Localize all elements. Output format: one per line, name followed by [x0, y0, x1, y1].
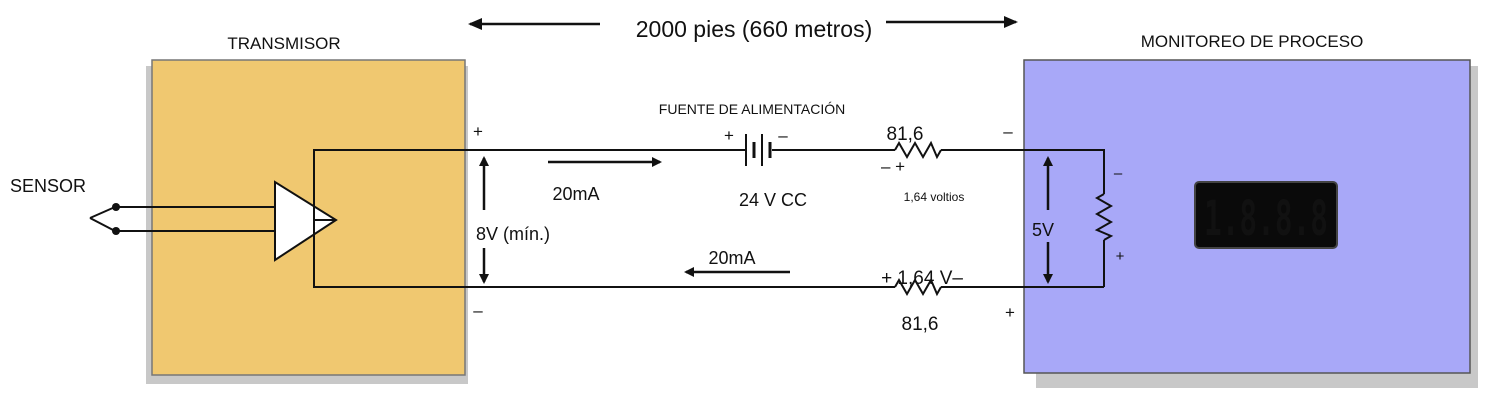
load-minus-label: –: [1114, 165, 1123, 182]
transmitter-voltage-indicator: 8V (mín.) + –: [473, 122, 550, 320]
transmitter-plus-label: +: [473, 122, 483, 141]
monitor-title: MONITOREO DE PROCESO: [1141, 32, 1364, 51]
amplifier-symbol: [274, 180, 338, 262]
sensor-label: SENSOR: [10, 176, 86, 196]
power-supply-plus: +: [724, 126, 734, 145]
top-resistor: 81,6 – + 1,64 voltios: [881, 124, 964, 204]
distance-label: 2000 pies (660 metros): [636, 16, 873, 42]
load-plus-label: +: [1116, 248, 1125, 265]
display-bezel: [1194, 181, 1338, 249]
power-supply-voltage: 24 V CC: [739, 190, 807, 210]
bottom-resistor-value: 81,6: [902, 314, 939, 335]
power-supply-title: FUENTE DE ALIMENTACIÓN: [659, 101, 845, 117]
top-resistor-value: 81,6: [887, 124, 924, 145]
bottom-resistor-drop: + 1,64 V–: [881, 268, 963, 289]
wire-top-right: [941, 149, 1105, 194]
monitor-voltage-label: 5V: [1032, 220, 1054, 240]
loop-wiring: [313, 149, 1105, 288]
sensor: SENSOR: [10, 176, 275, 235]
wire-bottom-left: [313, 220, 895, 288]
current-top-label: 20mA: [552, 184, 599, 204]
digital-display: 1.8.8.8: [1194, 181, 1338, 249]
bottom-resistor-symbol: [894, 277, 942, 297]
distance-indicator: 2000 pies (660 metros): [468, 16, 1018, 42]
load-resistor-symbol: [1094, 193, 1114, 241]
monitor-voltage-indicator: 5V – +: [1003, 122, 1054, 322]
transmitter-minus-label: –: [473, 301, 483, 320]
monitor-plus-label: +: [1005, 303, 1015, 322]
wire-top-left: [313, 149, 746, 221]
transmitter-title: TRANSMISOR: [227, 34, 340, 53]
sensor-lead-bottom: [89, 217, 116, 232]
monitor-minus-label: –: [1003, 122, 1013, 141]
top-resistor-drop: 1,64 voltios: [904, 190, 965, 204]
power-supply-minus: –: [778, 126, 788, 145]
transmitter-voltage-label: 8V (mín.): [476, 224, 550, 244]
top-resistor-symbol: [894, 140, 942, 160]
bottom-resistor: + 1,64 V– 81,6: [881, 268, 963, 335]
load-resistor: – +: [1094, 165, 1125, 265]
current-bottom-label: 20mA: [708, 248, 755, 268]
top-resistor-polarity: – +: [881, 157, 905, 176]
display-reading: 1.8.8.8: [1204, 191, 1328, 247]
power-supply: FUENTE DE ALIMENTACIÓN + – 24 V CC: [659, 101, 845, 210]
sensor-lead-top: [89, 206, 116, 219]
